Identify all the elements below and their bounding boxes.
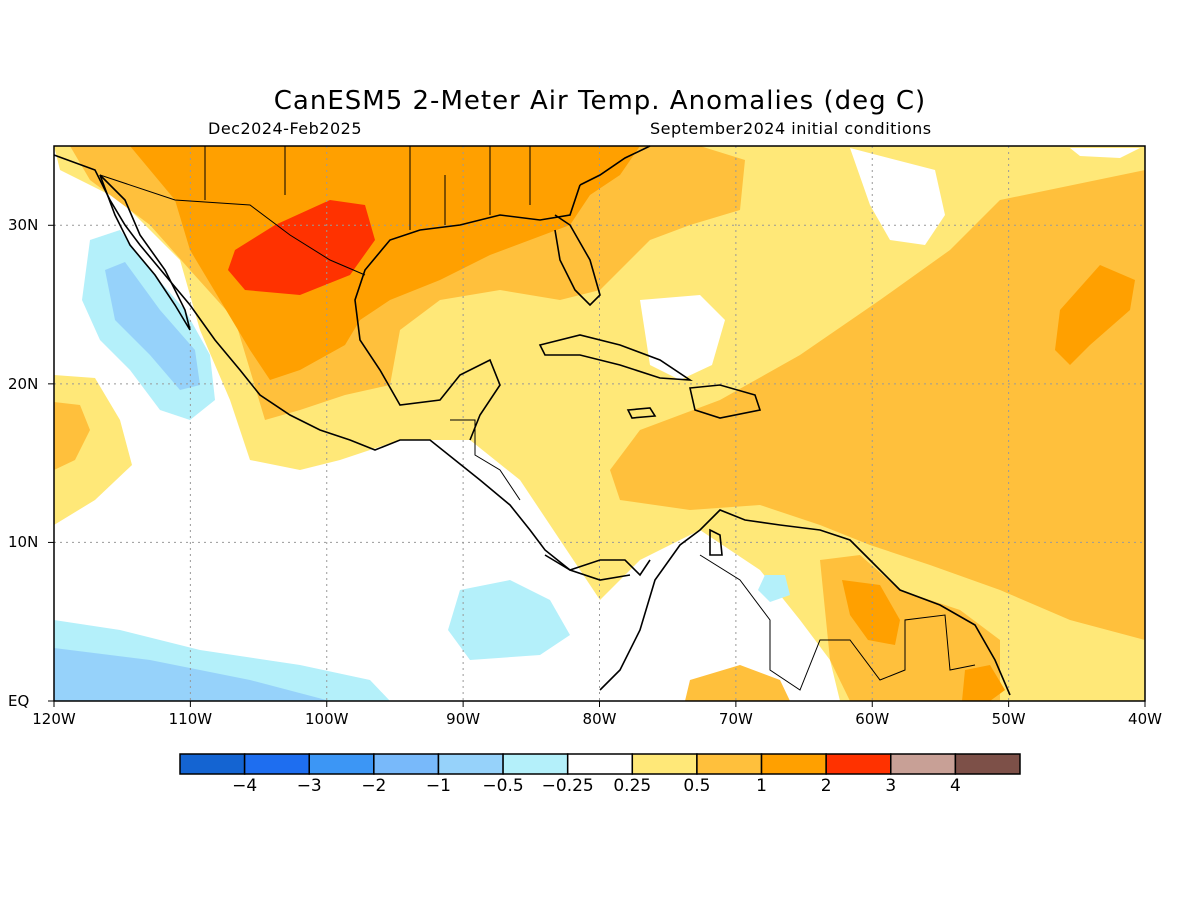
coastline-cuba: [538, 334, 693, 381]
tick-label-lon: 120W: [32, 710, 76, 728]
coastline-mexico-pacific: [53, 154, 631, 581]
colorbar-label: −3: [296, 776, 322, 796]
colorbar-label: −4: [232, 776, 258, 796]
coastline-baja: [99, 174, 191, 331]
field-0-5-to-1-colombia: [685, 665, 790, 701]
coastlines: [53, 145, 1011, 696]
field-1-to-2: [130, 146, 640, 380]
colorbar-label: −1: [425, 776, 451, 796]
coastline-south-america: [599, 509, 1011, 696]
field-1-to-2-atlantic: [1055, 265, 1135, 365]
colorbar-swatch: [760, 753, 827, 775]
border-us-states: [204, 146, 531, 230]
colorbar-swatch: [825, 753, 892, 775]
political-borders: [99, 146, 976, 691]
colorbar-swatch: [696, 753, 763, 775]
axis-ticks: [48, 224, 1146, 707]
colorbar-swatch: [954, 753, 1021, 775]
field-neg-0-25-to-0-5-pacific: [448, 580, 570, 660]
field-neutral-top: [1070, 148, 1140, 158]
field-0-5-to-1-west: [54, 402, 90, 470]
border-south-america: [699, 554, 976, 691]
colorbar-label: 1: [756, 776, 767, 796]
colorbar-swatch: [890, 753, 957, 775]
colorbar-swatch: [631, 753, 698, 775]
initial-conditions: September2024 initial conditions: [650, 119, 932, 138]
colorbar-swatch: [179, 753, 246, 775]
field-2-to-3: [228, 200, 375, 295]
colorbar-label: 4: [949, 776, 961, 796]
coastline-lake-maracaibo: [709, 528, 723, 556]
coastline-east-us: [579, 145, 651, 186]
field-1-to-2-guiana: [842, 580, 900, 645]
tick-label-lon: 70W: [718, 710, 753, 728]
tick-label-lon: 80W: [582, 710, 617, 728]
field-neg-0-25-to-0-5-venez: [758, 575, 790, 602]
field-neg-0-5-to-1-south: [54, 648, 330, 701]
colorbar-label: −0.25: [541, 776, 594, 796]
colorbar-swatch: [308, 753, 375, 775]
colorbar-swatch: [437, 753, 504, 775]
map-title: CanESM5 2-Meter Air Temp. Anomalies (deg…: [273, 86, 927, 116]
colorbar-swatch: [502, 753, 569, 775]
field-neutral-caribbean: [640, 295, 725, 380]
tick-label-lon: 60W: [855, 710, 890, 728]
colorbar-label: 2: [820, 776, 832, 796]
tick-label-lat: 10N: [8, 533, 39, 552]
grid-lines: [54, 146, 1145, 701]
colorbar-swatches: [179, 753, 1021, 775]
field-1-to-2-south: [962, 665, 1005, 701]
coastline-jamaica: [626, 407, 657, 419]
field-neg-0-5-to-1: [105, 262, 200, 390]
tick-label-lon: 50W: [991, 710, 1026, 728]
colorbar-swatch: [566, 753, 634, 775]
forecast-period: Dec2024-Feb2025: [208, 119, 362, 138]
tick-label-lon: 100W: [305, 710, 349, 728]
coastline-panama: [544, 554, 651, 577]
border-us-mexico: [99, 174, 366, 276]
tick-label-lat: EQ: [8, 692, 30, 710]
tick-label-lon: 90W: [446, 710, 481, 728]
border-central-america: [450, 419, 521, 501]
field-0-5-to-1-atlantic: [610, 170, 1145, 640]
coastline-hispaniola: [689, 384, 762, 419]
tick-label-lat: 30N: [8, 216, 39, 235]
colorbar-label: −2: [361, 776, 387, 796]
tick-label-lon: 40W: [1128, 710, 1162, 728]
tick-label-lat: 20N: [8, 374, 39, 393]
coastline-florida: [554, 214, 601, 307]
colorbar-label: 0.25: [613, 776, 652, 796]
field-neutral-atlantic: [850, 148, 945, 245]
coastline-gulf: [354, 184, 581, 441]
colorbar-label: 3: [885, 776, 897, 796]
colorbar-swatch: [243, 753, 310, 775]
tick-label-lon: 110W: [168, 710, 213, 728]
colorbar-label: 0.5: [683, 776, 711, 796]
colorbar-label: −0.5: [482, 776, 524, 796]
colorbar-swatch: [373, 753, 440, 775]
